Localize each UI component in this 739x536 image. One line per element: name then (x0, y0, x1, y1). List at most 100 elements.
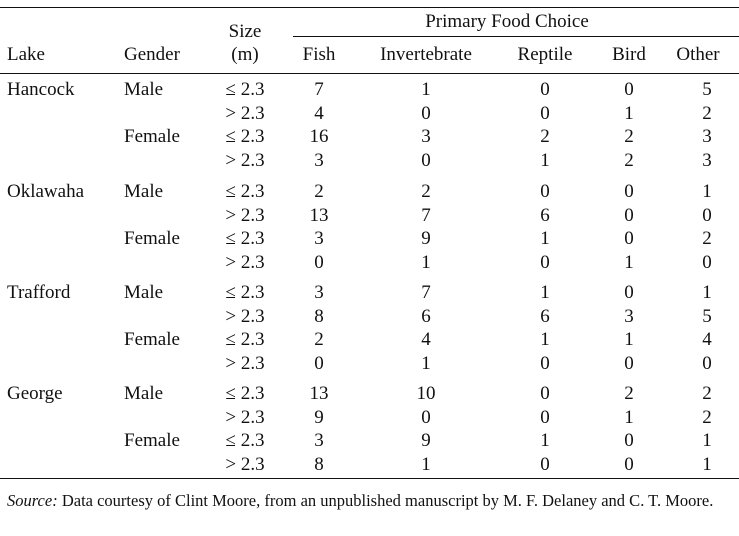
bird-count: 0 (624, 228, 634, 249)
size-cell: ≤ 2.3 (225, 79, 265, 100)
reptile-count: 0 (540, 352, 550, 374)
size-cell: ≤ 2.3 (225, 228, 265, 249)
bird-count: 0 (624, 79, 634, 100)
bird-count: 0 (624, 453, 634, 475)
bird-count: 0 (624, 204, 634, 226)
reptile-count: 0 (540, 406, 550, 428)
reptile-column-header: Reptile (517, 44, 573, 65)
other-count: 1 (702, 181, 712, 202)
bird-count: 2 (624, 126, 634, 147)
fish-count: 2 (314, 181, 324, 202)
size-cell: > 2.3 (225, 453, 265, 475)
lake-name: George (7, 383, 63, 404)
other-count: 1 (702, 282, 712, 303)
bird-count: 2 (624, 383, 634, 404)
bird-count: 0 (624, 181, 634, 202)
other-count: 0 (702, 352, 712, 374)
reptile-count: 1 (540, 149, 550, 171)
size-cell: > 2.3 (225, 102, 265, 124)
reptile-count: 2 (540, 126, 550, 147)
fish-count: 8 (314, 305, 324, 327)
size-cell: > 2.3 (225, 305, 265, 327)
lake-name: Trafford (7, 282, 71, 303)
bird-count: 1 (624, 406, 634, 428)
other-count: 2 (702, 406, 712, 428)
reptile-count: 0 (540, 79, 550, 100)
other-count: 1 (702, 430, 712, 451)
size-cell: > 2.3 (225, 149, 265, 171)
gender-column-header: Gender (124, 44, 180, 65)
reptile-count: 0 (540, 181, 550, 202)
size-cell: ≤ 2.3 (225, 181, 265, 202)
size-header-line-1: Size (228, 21, 262, 42)
fish-count: 3 (314, 149, 324, 171)
bird-count: 3 (624, 305, 634, 327)
other-count: 2 (702, 383, 712, 404)
table-bottom-rule (0, 478, 739, 479)
top-rule (0, 7, 739, 8)
other-count: 5 (702, 305, 712, 327)
size-cell: > 2.3 (225, 352, 265, 374)
lake-name: Hancock (7, 79, 75, 100)
reptile-count: 1 (540, 430, 550, 451)
gender-label: Male (124, 79, 164, 100)
gender-label: Female (124, 430, 180, 451)
size-cell: ≤ 2.3 (225, 383, 265, 404)
reptile-count: 1 (540, 228, 550, 249)
other-count: 3 (702, 149, 712, 171)
size-cell: ≤ 2.3 (225, 430, 265, 451)
group-header-label: Primary Food Choice (425, 11, 589, 32)
invertebrate-count: 0 (421, 149, 431, 171)
fish-count: 16 (309, 126, 329, 147)
group-header-rule (293, 36, 739, 37)
source-label: Source: (7, 491, 58, 510)
invertebrate-count: 6 (421, 305, 431, 327)
fish-count: 7 (314, 79, 324, 100)
fish-count: 13 (309, 383, 329, 404)
reptile-count: 0 (540, 102, 550, 124)
invertebrate-count: 10 (416, 383, 436, 404)
fish-count: 0 (314, 251, 324, 273)
invertebrate-count: 3 (421, 126, 431, 147)
reptile-count: 6 (540, 305, 550, 327)
lake-name: Oklawaha (7, 181, 85, 202)
fish-count: 13 (309, 204, 329, 226)
fish-count: 3 (314, 430, 324, 451)
other-count: 0 (702, 204, 712, 226)
size-cell: > 2.3 (225, 251, 265, 273)
other-count: 3 (702, 126, 712, 147)
bird-count: 1 (624, 329, 634, 350)
fish-column-header: Fish (302, 44, 336, 65)
gender-label: Male (124, 282, 164, 303)
invertebrate-count: 4 (421, 329, 431, 350)
lake-column-header: Lake (7, 44, 45, 65)
fish-count: 9 (314, 406, 324, 428)
fish-count: 3 (314, 282, 324, 303)
fish-count: 2 (314, 329, 324, 350)
invertebrate-count: 1 (421, 251, 431, 273)
bird-count: 0 (624, 430, 634, 451)
other-count: 2 (702, 228, 712, 249)
invertebrate-count: 9 (421, 430, 431, 451)
other-count: 5 (702, 79, 712, 100)
other-column-header: Other (676, 44, 720, 65)
size-cell: > 2.3 (225, 406, 265, 428)
fish-count: 4 (314, 102, 324, 124)
gender-label: Male (124, 181, 164, 202)
fish-count: 3 (314, 228, 324, 249)
fish-count: 8 (314, 453, 324, 475)
bird-count: 1 (624, 102, 634, 124)
reptile-count: 1 (540, 282, 550, 303)
reptile-count: 6 (540, 204, 550, 226)
invertebrate-column-header: Invertebrate (380, 44, 472, 65)
bird-column-header: Bird (612, 44, 646, 65)
gender-label: Female (124, 126, 180, 147)
invertebrate-count: 1 (421, 352, 431, 374)
other-count: 2 (702, 102, 712, 124)
other-count: 1 (702, 453, 712, 475)
invertebrate-count: 1 (421, 79, 431, 100)
invertebrate-count: 7 (421, 204, 431, 226)
other-count: 4 (702, 329, 712, 350)
gender-label: Female (124, 329, 180, 350)
